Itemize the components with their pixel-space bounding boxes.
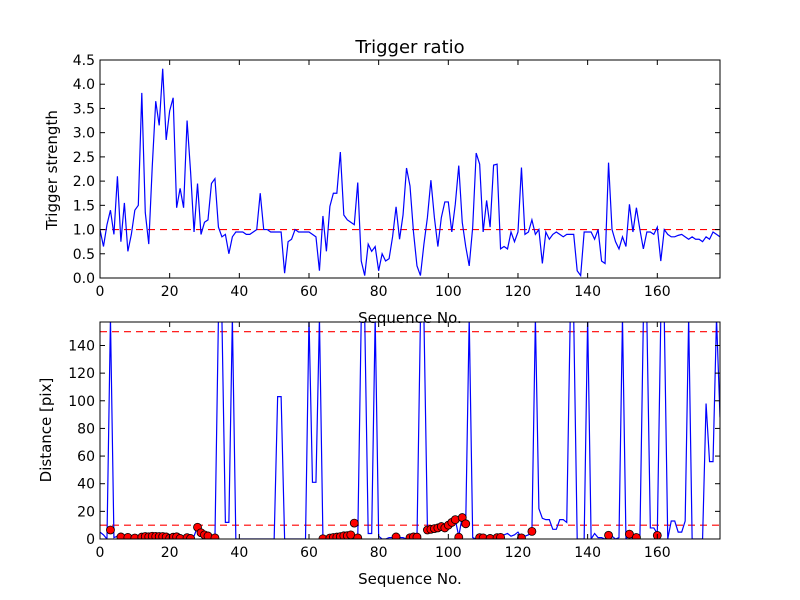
data-marker	[106, 525, 115, 535]
x-tick-label: 100	[435, 284, 462, 300]
data-marker	[412, 532, 422, 539]
data-marker	[186, 534, 195, 539]
y-tick-label: 100	[68, 394, 95, 410]
data-marker	[454, 532, 464, 539]
y-tick-label: 40	[77, 477, 95, 493]
data-marker	[604, 530, 613, 539]
x-axis-label: Sequence No.	[358, 309, 462, 327]
y-tick-label: 4.0	[73, 77, 95, 93]
y-tick-label: 140	[68, 338, 95, 354]
y-tick-label: 120	[68, 366, 95, 382]
plot-content	[100, 68, 720, 278]
x-tick-label: 120	[505, 545, 532, 561]
y-tick-label: 3.0	[73, 126, 95, 142]
y-tick-label: 80	[77, 421, 95, 437]
x-tick-label: 60	[300, 284, 318, 300]
plot-frame	[99, 321, 721, 540]
x-tick-label: 40	[230, 545, 248, 561]
data-marker	[353, 533, 363, 539]
data-marker	[517, 533, 526, 539]
y-axis-label: Distance [pix]	[37, 378, 55, 483]
data-marker	[210, 533, 220, 539]
x-tick-label: 80	[370, 284, 388, 300]
data-marker	[527, 526, 537, 536]
y-tick-label: 60	[77, 449, 95, 465]
x-axis-label: Sequence No.	[358, 570, 462, 588]
x-tick-label: 20	[161, 284, 179, 300]
y-tick-label: 0.5	[73, 247, 95, 263]
distance-chart: Sequence No. Distance [pix] 0 20 40 60 80 100…	[37, 321, 721, 588]
plot-frame	[99, 59, 721, 279]
y-tick-label: 2.5	[73, 150, 95, 166]
y-tick-label: 20	[77, 504, 95, 520]
x-tick-label: 60	[300, 545, 318, 561]
data-marker	[391, 532, 401, 539]
y-tick-label: 1.0	[73, 223, 95, 239]
data-marker	[349, 518, 359, 528]
x-tick-label: 40	[230, 284, 248, 300]
y-tick-label: 2.0	[73, 174, 95, 190]
x-tick-label: 20	[161, 545, 179, 561]
x-tick-label: 140	[574, 284, 601, 300]
data-marker	[632, 533, 641, 539]
x-tick-label: 80	[370, 545, 388, 561]
x-tick-label: 0	[96, 545, 105, 561]
y-axis-label: Trigger strength	[43, 110, 61, 231]
data-marker	[461, 519, 471, 529]
y-tick-label: 0.0	[73, 271, 95, 287]
y-tick-label: 4.5	[73, 53, 95, 69]
chart-title: Trigger ratio	[354, 37, 464, 58]
y-tick-label: 1.5	[73, 198, 95, 214]
x-tick-label: 160	[644, 284, 671, 300]
distance-plot-area: 0 20 40 60 80 100 120 140 160 0 20 40 60 80 100 120 140	[68, 321, 721, 561]
trigger-ratio-plot-area: 0 20 40 60 80 100 120 140 160 0.0 0.5 1.0 1.5 2.0 2.5 3…	[73, 53, 721, 300]
x-tick-label: 100	[435, 545, 462, 561]
trigger-ratio-chart: Trigger ratio Sequence No. Trigger stren…	[43, 37, 721, 327]
series-line	[100, 68, 720, 278]
y-tick-label: 0	[86, 532, 95, 548]
y-tick-label: 3.5	[73, 101, 95, 117]
x-tick-label: 140	[574, 545, 601, 561]
x-tick-label: 0	[96, 284, 105, 300]
x-tick-label: 160	[644, 545, 671, 561]
data-marker	[496, 532, 505, 539]
x-tick-label: 120	[505, 284, 532, 300]
data-marker	[625, 529, 634, 539]
